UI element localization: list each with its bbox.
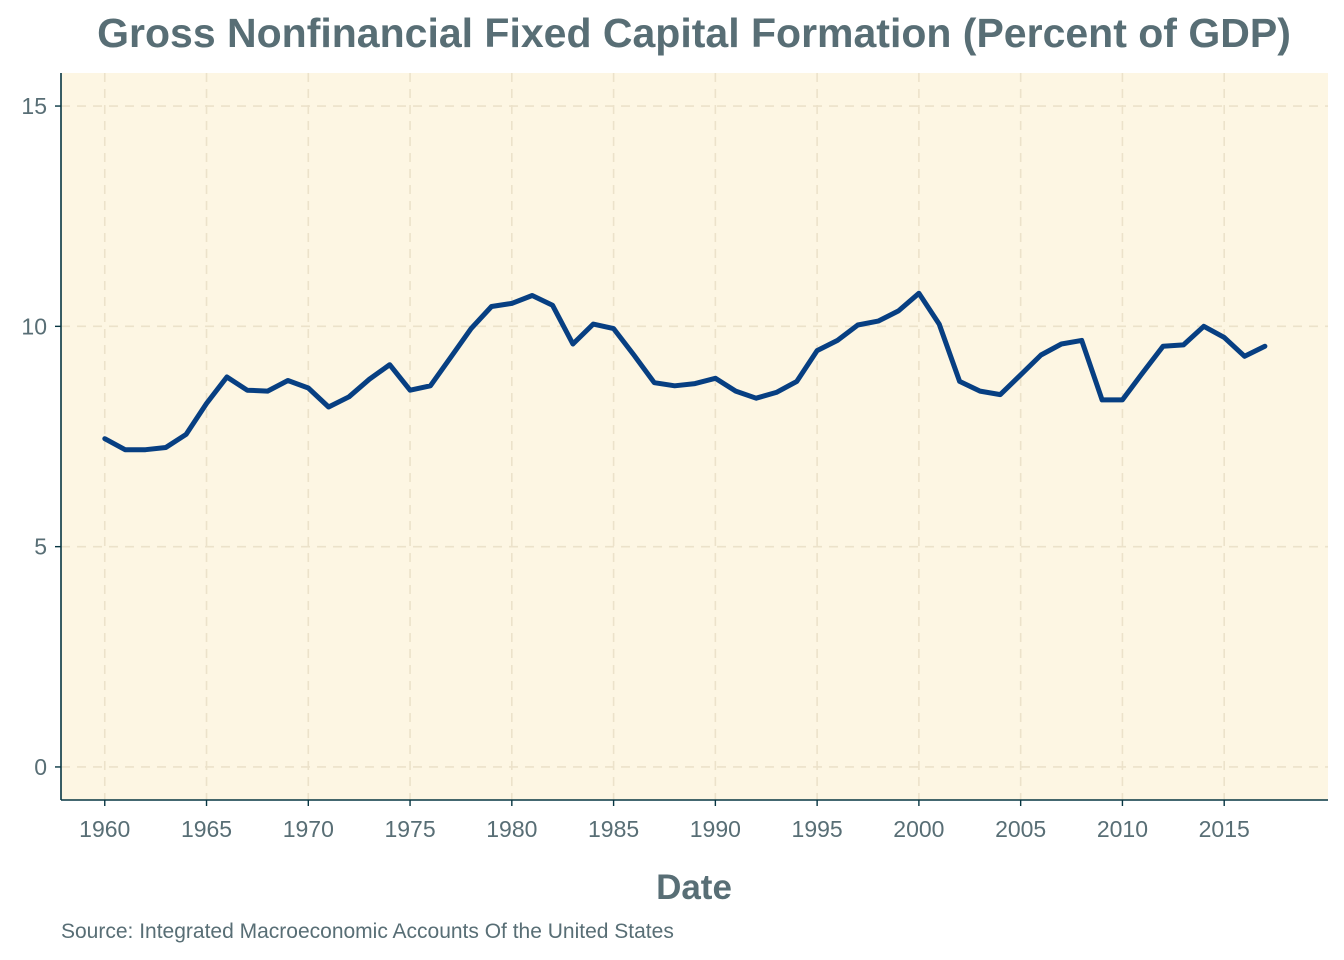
x-axis-title: Date	[656, 868, 732, 907]
plot-panel	[61, 73, 1328, 800]
x-tick-label: 1980	[486, 816, 537, 842]
x-tick-label: 2000	[893, 816, 944, 842]
source-caption: Source: Integrated Macroeconomic Account…	[61, 920, 674, 943]
y-tick-label: 0	[34, 754, 47, 780]
x-tick-label: 1965	[181, 816, 232, 842]
series	[102, 290, 1268, 453]
y-axis-ticks: 0 5 10 15	[21, 93, 61, 780]
x-tick-label: 1995	[792, 816, 843, 842]
x-tick-label: 1960	[79, 816, 130, 842]
x-tick-label: 1990	[690, 816, 741, 842]
x-tick-label: 1975	[384, 816, 435, 842]
series-line	[102, 290, 1268, 453]
x-tick-label: 1985	[588, 816, 639, 842]
y-tick-label: 5	[34, 534, 47, 560]
x-tick-label: 2015	[1199, 816, 1250, 842]
y-tick-label: 10	[21, 313, 47, 339]
x-axis-ticks: 1960 1965 1970 1975 1980 1985 1990 1995 2000 2005…	[79, 800, 1250, 842]
x-tick-label: 2010	[1097, 816, 1148, 842]
chart-title: Gross Nonfinancial Fixed Capital Formati…	[97, 10, 1291, 56]
y-tick-label: 15	[21, 93, 47, 119]
x-tick-label: 1970	[283, 816, 334, 842]
axes	[60, 73, 1328, 801]
x-tick-label: 2005	[995, 816, 1046, 842]
gridlines	[61, 73, 1328, 800]
